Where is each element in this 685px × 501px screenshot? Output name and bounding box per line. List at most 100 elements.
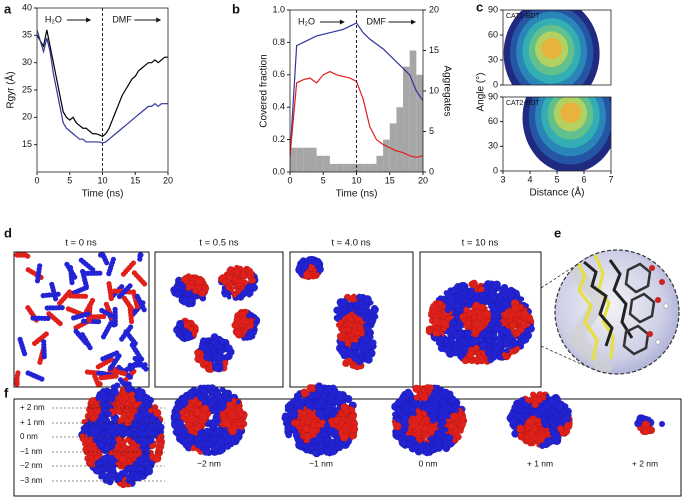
molecule-bead xyxy=(227,402,233,408)
molecule-bead xyxy=(438,295,443,300)
molecule-bead xyxy=(505,348,510,353)
molecule-bead xyxy=(56,292,61,297)
molecule-bead xyxy=(106,281,111,286)
molecule-bead xyxy=(284,425,292,433)
molecule-bead xyxy=(445,316,450,321)
molecule-bead xyxy=(508,343,513,348)
molecule-bead xyxy=(104,302,109,307)
molecule-bead xyxy=(353,309,358,314)
molecule-bead xyxy=(312,449,319,456)
molecule-bead xyxy=(214,422,219,427)
molecule-bead xyxy=(349,295,356,302)
molecule-bead xyxy=(496,337,503,344)
molecule-bead xyxy=(492,319,497,324)
molecule-bead xyxy=(338,347,346,355)
molecule-bead xyxy=(121,272,126,277)
molecule-bead xyxy=(217,343,223,349)
molecule-bead xyxy=(427,328,433,334)
molecule-bead xyxy=(207,420,212,425)
molecule-bead xyxy=(334,399,341,406)
molecule-bead xyxy=(104,445,110,451)
molecule-bead xyxy=(81,319,86,324)
molecule-bead xyxy=(224,390,230,396)
molecule-bead xyxy=(181,433,186,438)
molecule-bead xyxy=(323,409,330,416)
molecule-bead xyxy=(488,303,495,310)
molecule-bead xyxy=(365,326,372,333)
molecule-bead xyxy=(322,431,328,437)
molecule-bead xyxy=(354,303,359,308)
molecule-bead xyxy=(521,336,529,344)
molecule-bead xyxy=(122,371,127,376)
molecule-bead xyxy=(433,318,441,326)
molecule-bead xyxy=(356,294,363,301)
molecule-bead xyxy=(364,343,371,350)
molecule-bead xyxy=(478,356,485,363)
molecule-bead xyxy=(314,392,320,398)
molecule-bead xyxy=(282,413,289,420)
molecule-bead xyxy=(316,266,323,273)
molecule-bead xyxy=(492,281,499,288)
molecule-bead xyxy=(187,415,195,423)
molecule-bead xyxy=(114,423,119,428)
molecule-bead xyxy=(497,354,503,360)
molecule-bead xyxy=(119,336,124,341)
molecule-bead xyxy=(363,337,368,342)
molecule-bead xyxy=(220,400,226,406)
molecule-bead xyxy=(188,296,194,302)
molecule-bead xyxy=(233,434,241,442)
molecule-bead xyxy=(128,375,133,380)
molecule-bead xyxy=(125,401,130,406)
molecule-bead xyxy=(117,294,122,299)
molecule-bead xyxy=(46,311,51,316)
molecule-bead xyxy=(140,442,146,448)
molecule-bead xyxy=(338,320,344,326)
molecule-bead xyxy=(204,428,211,435)
molecule-bead xyxy=(463,299,468,304)
molecule-bead xyxy=(468,340,475,347)
molecule-bead xyxy=(338,341,345,348)
molecule-bead xyxy=(309,265,316,272)
molecule-bead xyxy=(197,431,203,437)
molecule-bead xyxy=(511,305,519,313)
molecule-bead xyxy=(460,295,465,300)
molecule-bead xyxy=(89,397,97,405)
molecule-bead xyxy=(235,329,243,337)
molecule-bead xyxy=(81,427,87,433)
molecule-bead xyxy=(213,337,217,341)
molecule-bead xyxy=(516,319,522,325)
molecule-bead xyxy=(206,338,211,343)
molecule-bead xyxy=(203,353,210,360)
molecule-bead xyxy=(196,401,202,407)
molecule-bead xyxy=(199,412,207,420)
molecule-bead xyxy=(57,301,62,306)
molecule-bead xyxy=(135,387,142,394)
molecule-bead xyxy=(294,420,300,426)
molecule-bead xyxy=(474,294,479,299)
molecule-bead xyxy=(357,325,363,331)
molecule-bead xyxy=(437,301,443,307)
molecule-bead xyxy=(111,468,116,473)
molecule-bead xyxy=(45,316,50,321)
molecule-bead xyxy=(204,434,209,439)
molecule-bead xyxy=(94,407,101,414)
molecule-bead xyxy=(189,393,195,399)
molecule-bead xyxy=(477,314,483,320)
molecule-bead xyxy=(445,291,452,298)
molecule-bead xyxy=(213,413,220,420)
molecule-bead xyxy=(129,319,134,324)
molecule-bead xyxy=(236,295,241,300)
molecule-bead xyxy=(311,411,316,416)
molecule-bead xyxy=(481,330,487,336)
molecule-bead xyxy=(150,430,156,436)
molecule-bead xyxy=(457,330,462,335)
molecule-bead xyxy=(351,425,359,433)
molecule-bead xyxy=(285,432,292,439)
molecule-bead xyxy=(130,342,135,347)
molecule-bead xyxy=(86,311,91,316)
molecule-bead xyxy=(201,388,205,392)
molecule-bead xyxy=(116,353,121,358)
molecule-bead xyxy=(347,397,352,402)
molecule-bead xyxy=(287,401,294,408)
molecule-bead xyxy=(98,381,103,386)
